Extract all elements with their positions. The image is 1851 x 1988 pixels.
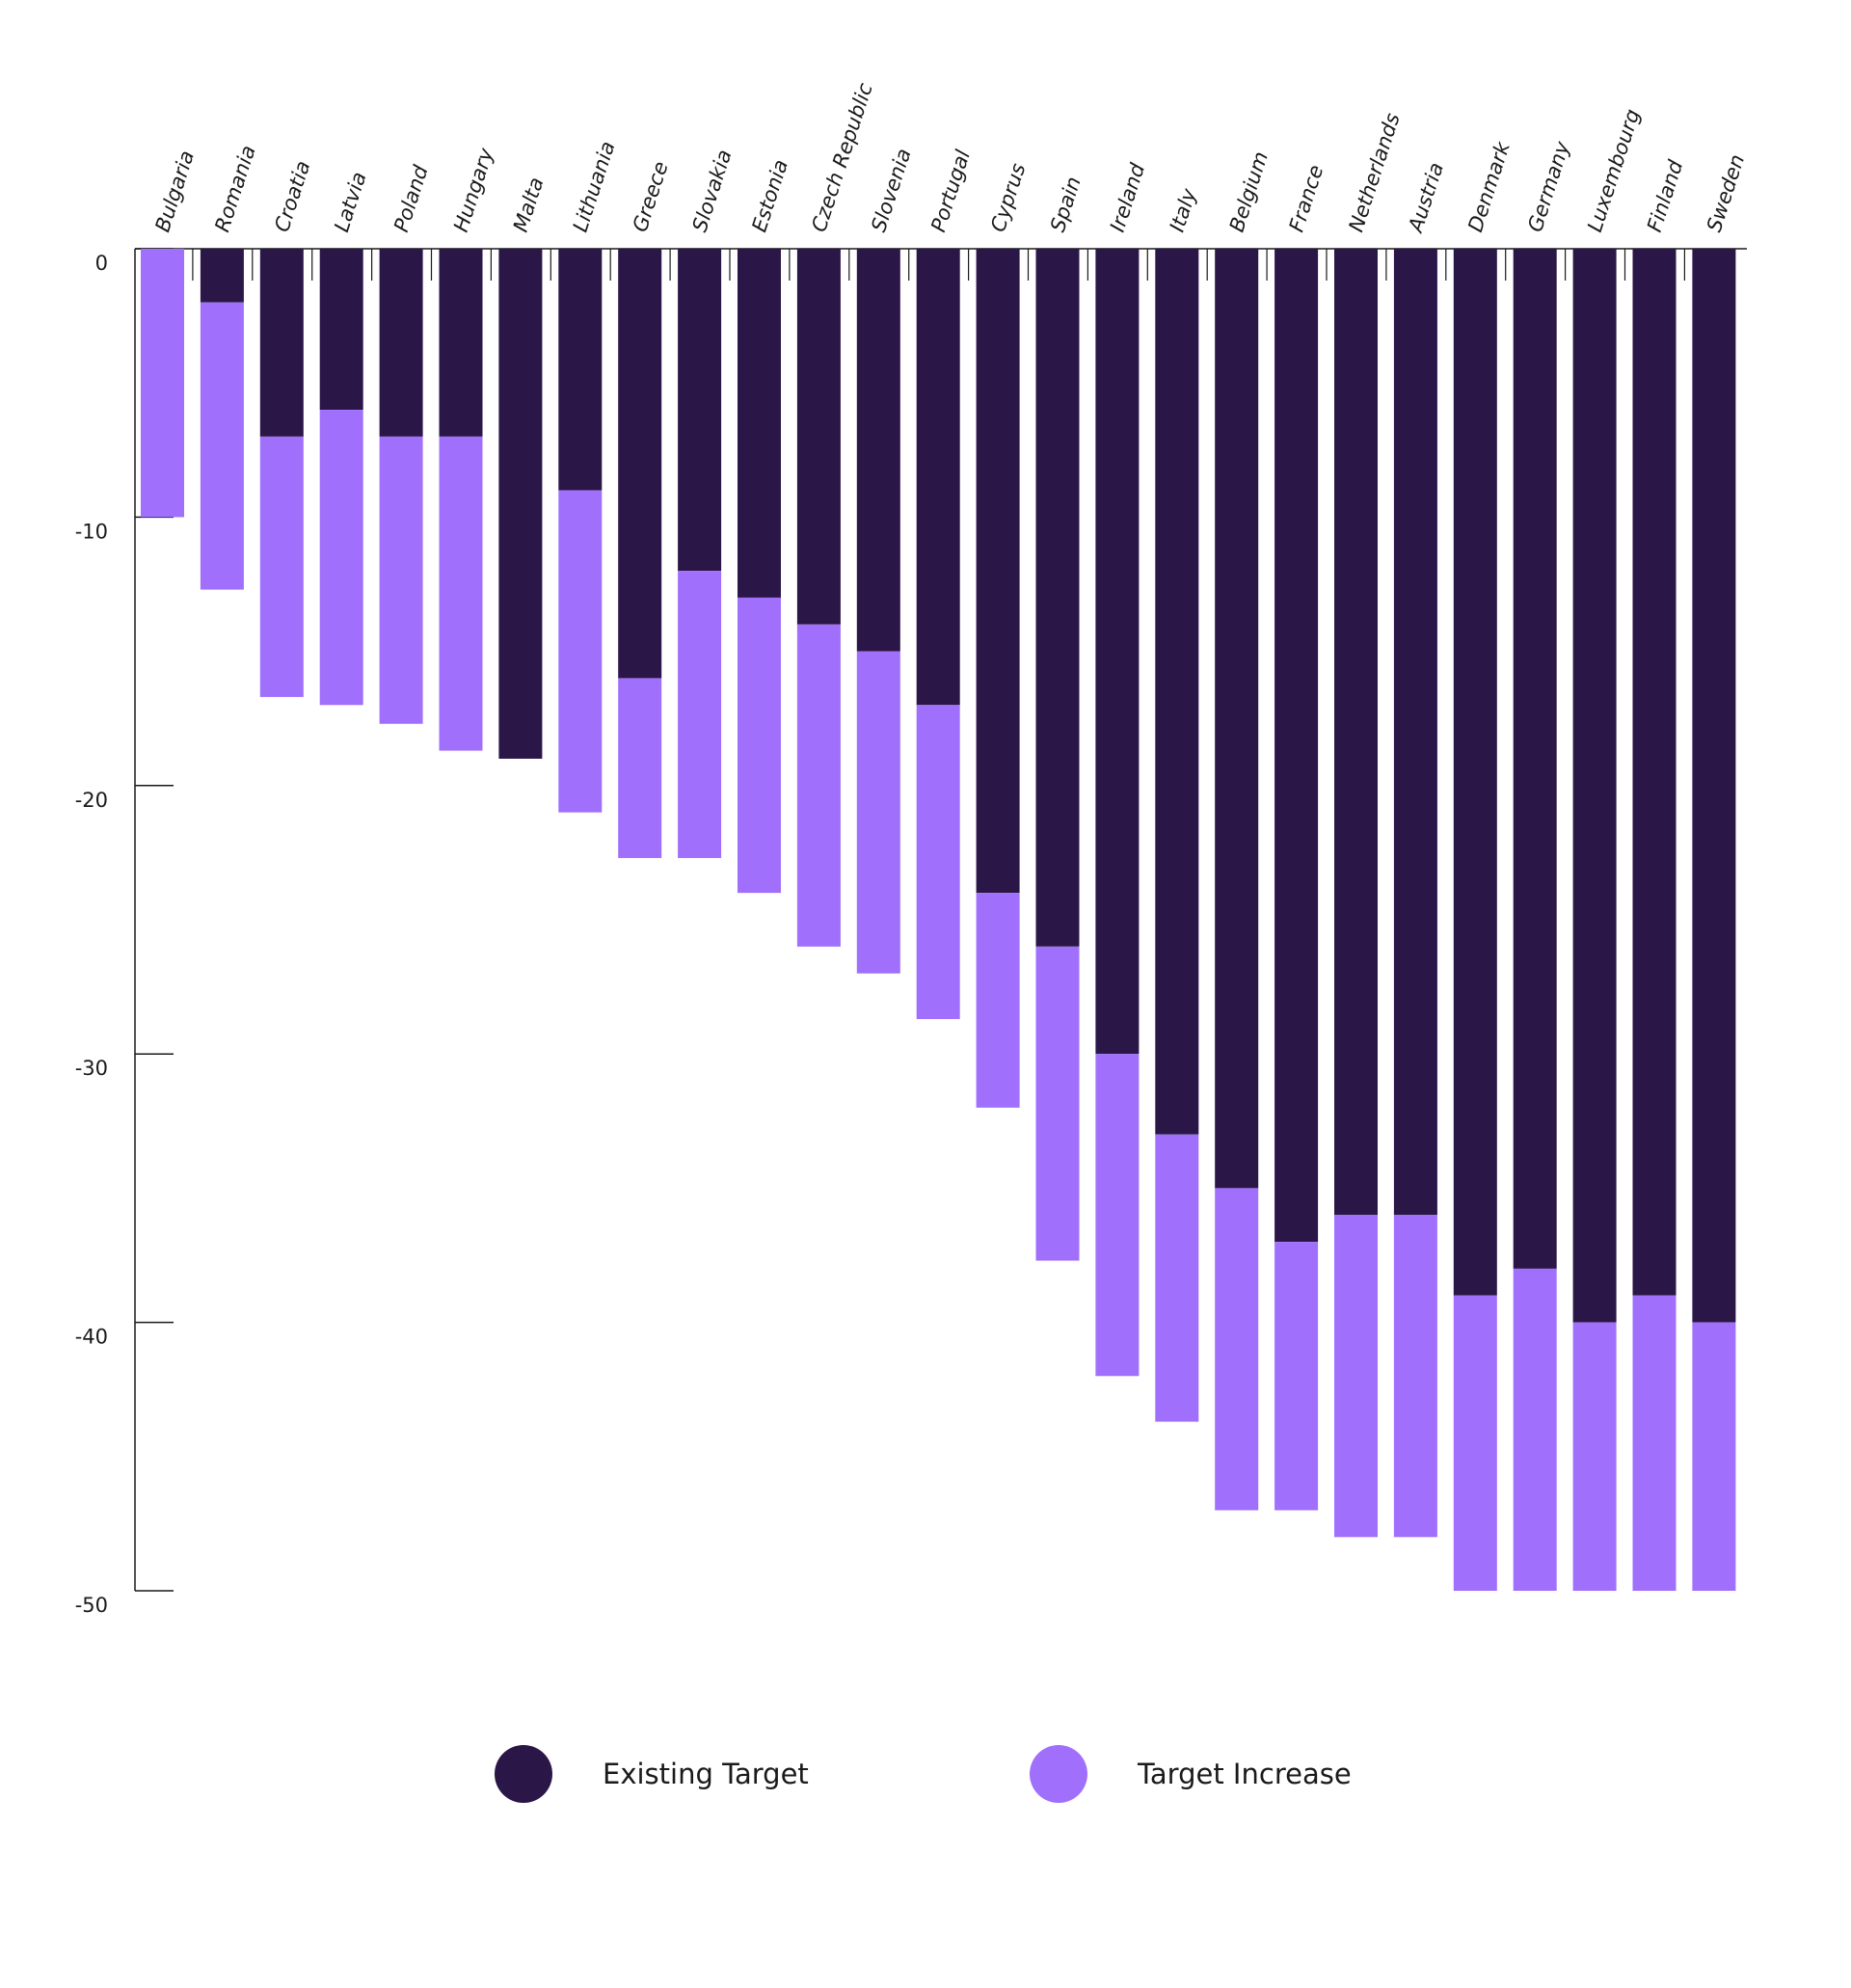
bar-target-increase xyxy=(796,624,841,947)
bar-existing-target xyxy=(1632,249,1677,1296)
category-label: Czech Republic xyxy=(807,80,877,235)
y-tick-label: -20 xyxy=(75,789,108,812)
legend-swatch-existing-target xyxy=(495,1745,552,1803)
bar-existing-target xyxy=(976,249,1020,894)
bar-existing-target xyxy=(916,249,960,706)
bar-existing-target xyxy=(856,249,900,652)
legend-item-existing-target: Existing Target xyxy=(495,1745,809,1803)
bar-existing-target xyxy=(618,249,662,679)
category-label: Greece xyxy=(629,159,673,235)
category-label: Hungary xyxy=(449,145,498,234)
bar-target-increase xyxy=(1393,1215,1437,1538)
y-tick-label: -10 xyxy=(75,520,108,543)
bar-existing-target xyxy=(1453,249,1497,1296)
category-label: Cyprus xyxy=(986,160,1030,234)
bar-target-increase xyxy=(678,571,722,858)
bar-target-increase xyxy=(1513,1268,1557,1591)
category-label: Bulgaria xyxy=(150,148,199,234)
bar-target-increase xyxy=(1572,1322,1617,1591)
bar-target-increase xyxy=(916,705,960,1020)
bar-existing-target xyxy=(796,249,841,625)
bar-target-increase xyxy=(259,436,304,697)
category-label: Sweden xyxy=(1703,151,1749,234)
category-label: Luxembourg xyxy=(1583,106,1645,234)
category-label: Portugal xyxy=(926,148,975,235)
bar-existing-target xyxy=(498,249,543,759)
category-label: Germany xyxy=(1523,138,1574,234)
category-label: Belgium xyxy=(1225,148,1273,234)
bar-target-increase xyxy=(1035,946,1080,1261)
bar-target-increase xyxy=(1453,1295,1497,1591)
bar-existing-target xyxy=(1393,249,1437,1216)
y-tick-label: 0 xyxy=(95,252,108,275)
category-labels: Bulgaria Romania Croatia Latvia Poland Hungar… xyxy=(150,80,1749,237)
category-label: Denmark xyxy=(1463,139,1515,235)
category-label: Malta xyxy=(509,175,549,235)
bar-target-increase xyxy=(1632,1295,1677,1591)
legend-item-target-increase: Target Increase xyxy=(1030,1745,1352,1803)
legend-swatch-target-increase xyxy=(1030,1745,1087,1803)
category-label: Slovenia xyxy=(867,146,915,234)
category-label: Latvia xyxy=(330,169,371,234)
bar-existing-target xyxy=(1572,249,1617,1323)
bar-existing-target xyxy=(439,249,483,437)
category-label: Slovakia xyxy=(688,147,737,234)
category-label: Ireland xyxy=(1106,160,1150,235)
bar-target-increase xyxy=(1274,1242,1319,1511)
bar-existing-target xyxy=(379,249,423,437)
category-label: France xyxy=(1285,162,1328,234)
bar-existing-target xyxy=(558,249,603,491)
bar-existing-target xyxy=(319,249,363,411)
bar-existing-target xyxy=(1692,249,1736,1323)
bar-existing-target xyxy=(1513,249,1557,1269)
legend-label-existing-target: Existing Target xyxy=(603,1758,809,1790)
category-label: Spain xyxy=(1046,174,1086,234)
y-tick-label: -30 xyxy=(75,1057,108,1080)
legend: Existing Target Target Increase xyxy=(0,1745,1851,1803)
bar-target-increase xyxy=(439,436,483,751)
y-tick-label: -40 xyxy=(75,1326,108,1349)
bar-existing-target xyxy=(678,249,722,572)
bar-target-increase xyxy=(618,678,662,858)
bar-target-increase xyxy=(738,597,781,894)
legend-label-target-increase: Target Increase xyxy=(1138,1758,1352,1790)
bar-existing-target xyxy=(1215,249,1259,1189)
bar-target-increase xyxy=(319,410,363,706)
bar-target-increase xyxy=(558,490,603,813)
bar-existing-target xyxy=(1035,249,1080,947)
category-label: Romania xyxy=(210,143,259,235)
bar-target-increase xyxy=(1334,1215,1378,1538)
bar-target-increase xyxy=(379,436,423,724)
bar-target-increase xyxy=(200,302,244,590)
bar-target-increase xyxy=(1692,1322,1736,1591)
bar-target-increase xyxy=(1095,1054,1140,1377)
y-tick-label: -50 xyxy=(75,1594,108,1617)
category-label: Poland xyxy=(389,162,433,234)
bar-existing-target xyxy=(259,249,304,437)
bar-existing-target xyxy=(1095,249,1140,1055)
category-label: Estonia xyxy=(747,157,792,235)
bar-existing-target xyxy=(200,249,244,303)
category-label: Finland xyxy=(1643,157,1688,235)
bar-existing-target xyxy=(1274,249,1319,1243)
category-label: Lithuania xyxy=(569,139,620,235)
bar-target-increase xyxy=(856,651,900,974)
category-label: Italy xyxy=(1166,185,1201,234)
bar-existing-target xyxy=(1155,249,1199,1135)
bar-target-increase xyxy=(1215,1188,1259,1511)
bar-target-increase xyxy=(1155,1134,1199,1422)
bar-existing-target xyxy=(1334,249,1378,1216)
bar-target-increase xyxy=(976,893,1020,1108)
category-label: Austria xyxy=(1404,160,1448,237)
bar-existing-target xyxy=(738,249,781,598)
category-label: Croatia xyxy=(270,158,314,235)
bars xyxy=(141,249,1736,1591)
category-label: Netherlands xyxy=(1344,110,1404,234)
bar-target-increase xyxy=(141,249,184,518)
